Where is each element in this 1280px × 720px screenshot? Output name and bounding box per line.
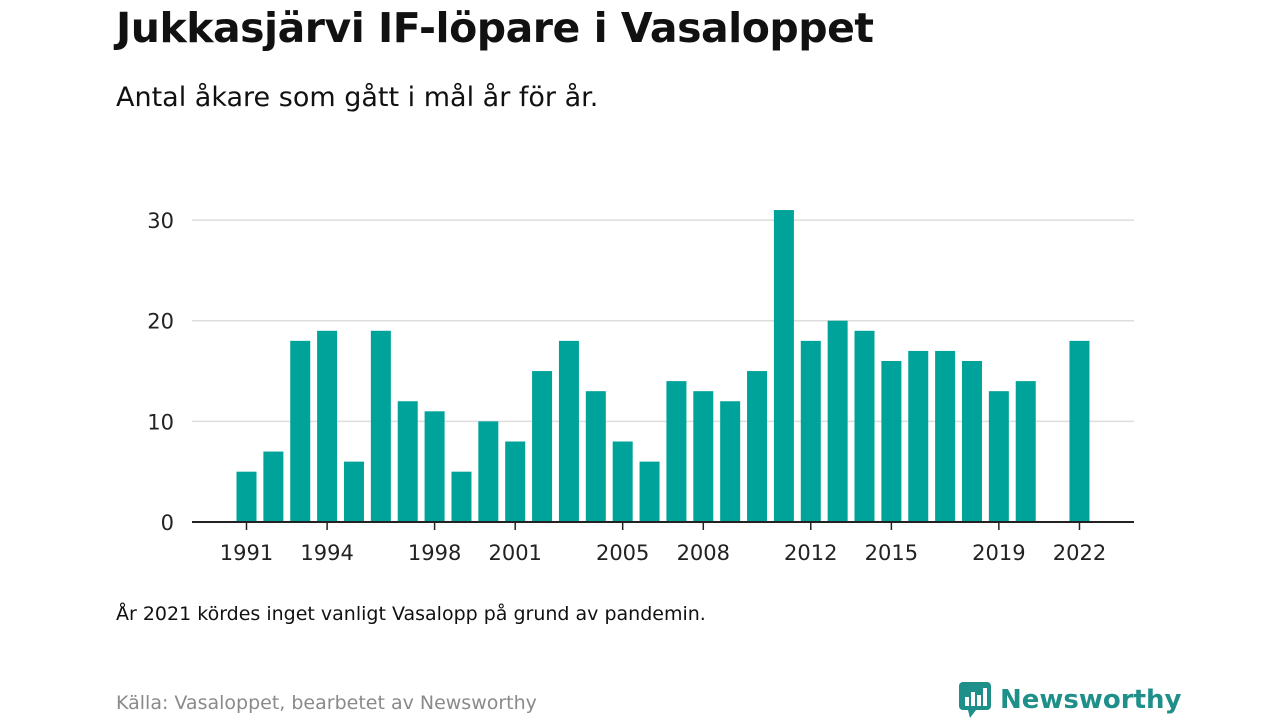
bar-1993[interactable] [290,340,311,522]
bar-2020[interactable] [1015,381,1036,522]
bar-2017[interactable] [935,350,956,522]
bar-2011[interactable] [773,210,794,523]
bar-2009[interactable] [720,401,741,522]
bar-2015[interactable] [881,360,902,522]
y-tick-label: 20 [147,310,174,334]
x-tick-label: 2005 [596,541,649,565]
bar-2018[interactable] [961,360,982,522]
bar-2012[interactable] [800,340,821,522]
newsworthy-logo-icon [959,682,991,718]
source-text: Källa: Vasaloppet, bearbetet av Newswort… [116,692,537,714]
newsworthy-logo-text: Newsworthy [1000,685,1182,715]
x-tick-label: 2008 [677,541,730,565]
y-tick-label: 30 [147,209,174,233]
bar-2001[interactable] [505,441,526,522]
bar-1992[interactable] [263,451,284,522]
x-tick-label: 2001 [488,541,541,565]
y-tick-label: 10 [147,410,174,434]
bar-2010[interactable] [747,371,768,522]
x-tick-label: 2015 [865,541,918,565]
bar-2002[interactable] [532,371,553,522]
chart-subtitle: Antal åkare som gått i mål år för år. [116,82,599,113]
newsworthy-logo[interactable]: Newsworthy [958,680,1181,720]
bar-2000[interactable] [478,421,499,522]
chart-note: År 2021 kördes inget vanligt Vasalopp på… [116,603,706,625]
x-tick-label: 1998 [408,541,461,565]
bar-1991[interactable] [236,471,257,522]
bar-2008[interactable] [693,391,714,522]
chart-title: Jukkasjärvi IF-löpare i Vasaloppet [116,4,874,52]
bar-2007[interactable] [666,381,687,522]
x-tick-label: 1994 [300,541,353,565]
bar-2006[interactable] [639,461,660,522]
bar-1995[interactable] [343,461,364,522]
bar-2022[interactable] [1069,340,1090,522]
y-tick-label: 0 [161,511,174,535]
bar-1997[interactable] [397,401,418,522]
bar-1998[interactable] [424,411,445,522]
bar-2016[interactable] [908,350,929,522]
x-tick-label: 2022 [1053,541,1106,565]
bar-2014[interactable] [854,330,875,522]
bar-1996[interactable] [370,330,391,522]
x-tick-label: 2012 [784,541,837,565]
bar-2005[interactable] [612,441,633,522]
bar-1994[interactable] [317,330,338,522]
bar-2013[interactable] [827,320,848,522]
bar-1999[interactable] [451,471,472,522]
bar-2019[interactable] [988,391,1009,522]
bar-2003[interactable] [558,340,579,522]
x-tick-label: 2019 [972,541,1025,565]
x-tick-label: 1991 [220,541,273,565]
bar-2004[interactable] [585,391,606,522]
bar-chart: 0 10 20 30 1991 1994 1998 2001 2005 2008 2012 2015 2… [147,209,1134,565]
